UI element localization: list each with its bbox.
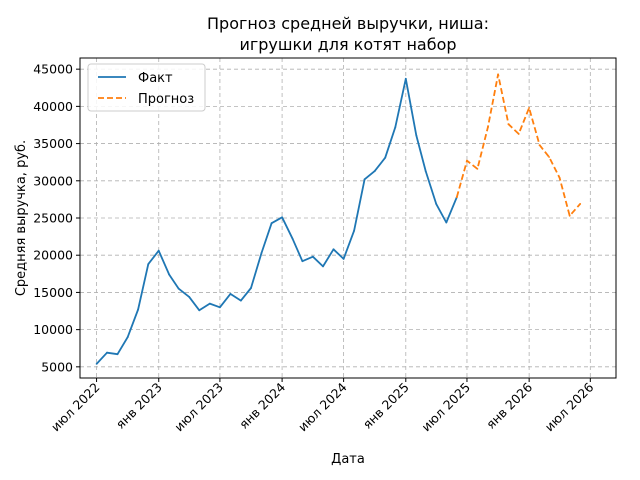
data-point [322, 265, 324, 268]
grid [80, 58, 616, 378]
legend-label-forecast: Прогноз [138, 92, 194, 107]
data-point [466, 159, 468, 162]
data-point [384, 156, 387, 159]
data-point [198, 309, 201, 312]
data-point [260, 252, 263, 254]
data-point [312, 255, 314, 258]
data-point [455, 196, 458, 199]
data-point [568, 214, 571, 217]
y-tick-label: 45000 [33, 62, 73, 77]
data-point [487, 126, 489, 129]
legend-frame [87, 63, 206, 112]
data-point [208, 302, 211, 305]
plot-area: 5000 10000 15000 20000 25000 30000 35000 40000 4… [33, 57, 617, 434]
data-point [342, 258, 345, 260]
y-axis: 5000 10000 15000 20000 25000 30000 35000 40000 4… [33, 62, 80, 374]
series-layer [95, 73, 582, 365]
data-point [147, 263, 150, 265]
data-point [404, 77, 407, 80]
legend-label-fact: Факт [138, 71, 173, 86]
data-point [548, 156, 550, 158]
data-point [301, 260, 304, 263]
data-point [517, 133, 520, 135]
data-point [497, 73, 499, 76]
data-point [445, 221, 448, 224]
data-point [270, 222, 273, 225]
y-tick-label: 5000 [41, 359, 73, 374]
data-point [424, 170, 427, 173]
data-point [116, 353, 119, 356]
data-point [558, 176, 561, 179]
data-point [188, 296, 191, 298]
data-point [363, 178, 366, 181]
y-axis-label: Средняя выручка, руб. [14, 140, 29, 296]
x-axis-label: Дата [331, 452, 365, 467]
data-point [353, 229, 355, 232]
data-point [538, 144, 541, 147]
data-point [528, 107, 530, 109]
data-point [394, 126, 397, 129]
data-point [219, 306, 221, 309]
data-point [126, 336, 129, 338]
data-point [229, 293, 232, 295]
y-tick-label: 15000 [33, 285, 73, 300]
y-tick-label: 30000 [33, 173, 73, 188]
y-tick-label: 20000 [33, 248, 73, 263]
data-point [476, 168, 479, 170]
data-point [137, 308, 140, 311]
y-tick-label: 40000 [33, 99, 73, 114]
data-point [281, 216, 283, 219]
chart-title-line-2: игрушки для котят набор [239, 35, 456, 54]
data-point [579, 203, 582, 205]
y-tick-label: 10000 [33, 322, 73, 337]
series-line-fact [95, 77, 458, 365]
chart-title-line-1: Прогноз средней выручки, ниша: [207, 14, 489, 33]
data-point [168, 273, 171, 276]
data-point [435, 203, 438, 205]
y-tick-label: 35000 [33, 136, 73, 151]
data-point [250, 287, 252, 289]
legend: Факт Прогноз [87, 63, 206, 112]
data-point [95, 363, 98, 365]
data-point [373, 170, 376, 173]
data-point [507, 123, 510, 126]
data-point [106, 351, 108, 354]
data-point [157, 249, 160, 252]
data-point [415, 134, 418, 137]
data-point [332, 248, 335, 251]
data-point [240, 299, 242, 302]
data-point [291, 237, 294, 240]
y-tick-label: 25000 [33, 211, 73, 226]
data-point [177, 287, 180, 290]
